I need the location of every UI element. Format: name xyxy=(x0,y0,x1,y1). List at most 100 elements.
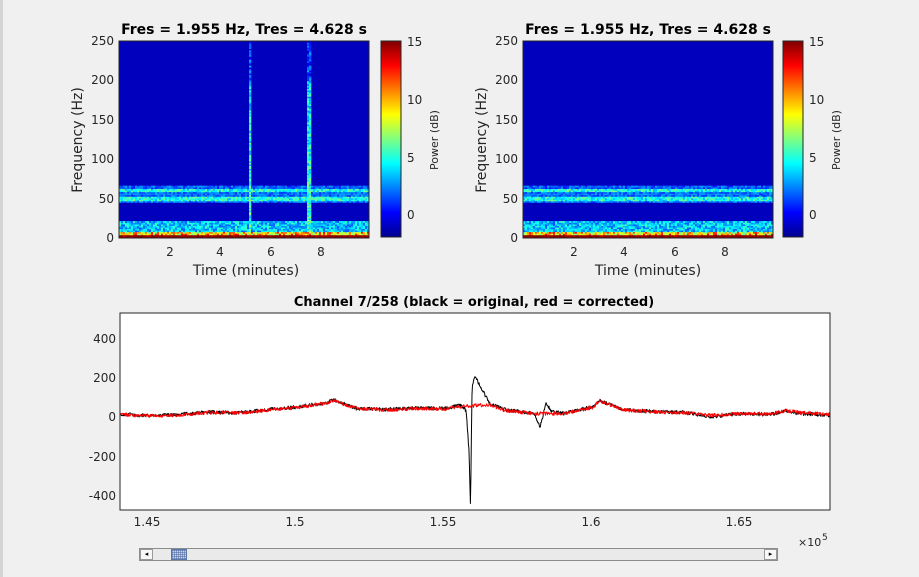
heatmap-cell xyxy=(309,53,312,56)
heatmap-cell xyxy=(135,197,138,200)
heatmap-cell xyxy=(547,194,550,197)
heatmap-cell xyxy=(135,227,138,230)
heatmap-cell xyxy=(267,199,270,202)
heatmap-cell xyxy=(331,221,334,223)
heatmap-cell xyxy=(559,191,562,194)
heatmap-cell xyxy=(237,199,240,202)
heatmap-cell xyxy=(577,230,580,233)
heatmap-cell xyxy=(361,196,364,199)
heatmap-cell xyxy=(289,196,292,199)
heatmap-cell xyxy=(329,236,332,239)
heatmap-cell xyxy=(641,227,644,230)
heatmap-cell xyxy=(361,190,364,193)
heatmap-cell xyxy=(359,196,362,199)
heatmap-cell xyxy=(363,233,366,236)
heatmap-cell xyxy=(237,221,240,223)
heatmap-cell xyxy=(633,199,636,202)
heatmap-cell xyxy=(559,187,562,190)
heatmap-cell xyxy=(303,194,306,197)
heatmap-cell xyxy=(247,222,250,225)
heatmap-cell xyxy=(291,193,294,196)
heatmap-cell xyxy=(291,199,294,202)
heatmap-cell xyxy=(367,221,370,223)
heatmap-cell xyxy=(607,224,610,226)
heatmap-cell xyxy=(275,197,278,200)
heatmap-cell xyxy=(659,197,662,200)
heatmap-cell xyxy=(317,221,320,223)
heatmap-cell xyxy=(209,227,212,230)
heatmap-cell xyxy=(323,221,326,223)
heatmap-cell xyxy=(583,224,586,226)
heatmap-cell xyxy=(309,193,312,196)
heatmap-cell xyxy=(593,233,596,236)
heatmap-cell xyxy=(681,230,684,233)
heatmap-cell xyxy=(173,224,176,226)
heatmap-cell xyxy=(181,188,184,191)
heatmap-cell xyxy=(649,234,652,237)
heatmap-cell xyxy=(271,201,274,203)
heatmap-cell xyxy=(669,199,672,202)
heatmap-cell xyxy=(343,191,346,194)
heatmap-cell xyxy=(605,228,608,231)
heatmap-cell xyxy=(197,230,200,233)
heatmap-cell xyxy=(241,194,244,197)
heatmap-cell xyxy=(137,201,140,203)
heatmap-cell xyxy=(645,234,648,237)
heatmap-cell xyxy=(323,188,326,191)
heatmap-cell xyxy=(325,185,328,188)
heatmap-cell xyxy=(227,233,230,236)
heatmap-cell xyxy=(529,196,532,199)
heatmap-cell xyxy=(681,231,684,234)
heatmap-cell xyxy=(557,231,560,234)
heatmap-cell xyxy=(217,230,220,233)
heatmap-cell xyxy=(567,234,570,237)
heatmap-cell xyxy=(335,194,338,197)
heatmap-cell xyxy=(219,234,222,237)
heatmap-cell xyxy=(681,187,684,190)
heatmap-cell xyxy=(545,187,548,190)
heatmap-cell xyxy=(307,207,310,210)
heatmap-cell xyxy=(175,187,178,190)
heatmap-cell xyxy=(249,77,252,80)
heatmap-cell xyxy=(675,230,678,233)
heatmap-cell xyxy=(581,194,584,197)
heatmap-cell xyxy=(547,193,550,196)
heatmap-cell xyxy=(317,190,320,193)
heatmap-cell xyxy=(363,221,366,223)
heatmap-cell xyxy=(215,230,218,233)
heatmap-cell xyxy=(155,222,158,225)
heatmap-cell xyxy=(249,213,252,216)
heatmap-cell xyxy=(631,230,634,233)
heatmap-cell xyxy=(551,185,554,188)
heatmap-cell xyxy=(139,227,142,230)
heatmap-cell xyxy=(355,191,358,194)
heatmap-cell xyxy=(595,225,598,228)
heatmap-cell xyxy=(335,225,338,228)
heatmap-cell xyxy=(299,225,302,228)
heatmap-cell xyxy=(577,196,580,199)
heatmap-cell xyxy=(151,190,154,193)
heatmap-cell xyxy=(645,227,648,230)
heatmap-cell xyxy=(171,225,174,228)
heatmap-cell xyxy=(127,231,130,234)
heatmap-cell xyxy=(149,234,152,237)
heatmap-cell xyxy=(575,233,578,236)
heatmap-cell xyxy=(263,185,266,188)
heatmap-cell xyxy=(119,230,122,233)
heatmap-cell xyxy=(163,221,166,223)
colorbar-left-label: Power (dB) xyxy=(428,110,441,170)
heatmap-cell xyxy=(563,197,566,200)
heatmap-cell xyxy=(141,185,144,188)
heatmap-cell xyxy=(619,187,622,190)
heatmap-cell xyxy=(607,227,610,230)
heatmap-cell xyxy=(547,222,550,225)
heatmap-cell xyxy=(529,194,532,197)
heatmap-cell xyxy=(285,222,288,225)
heatmap-cell xyxy=(307,184,310,186)
heatmap-cell xyxy=(579,188,582,191)
heatmap-cell xyxy=(333,221,336,223)
heatmap-cell xyxy=(163,231,166,234)
heatmap-cell xyxy=(269,222,272,225)
heatmap-cell xyxy=(575,230,578,233)
heatmap-cell xyxy=(309,50,312,53)
